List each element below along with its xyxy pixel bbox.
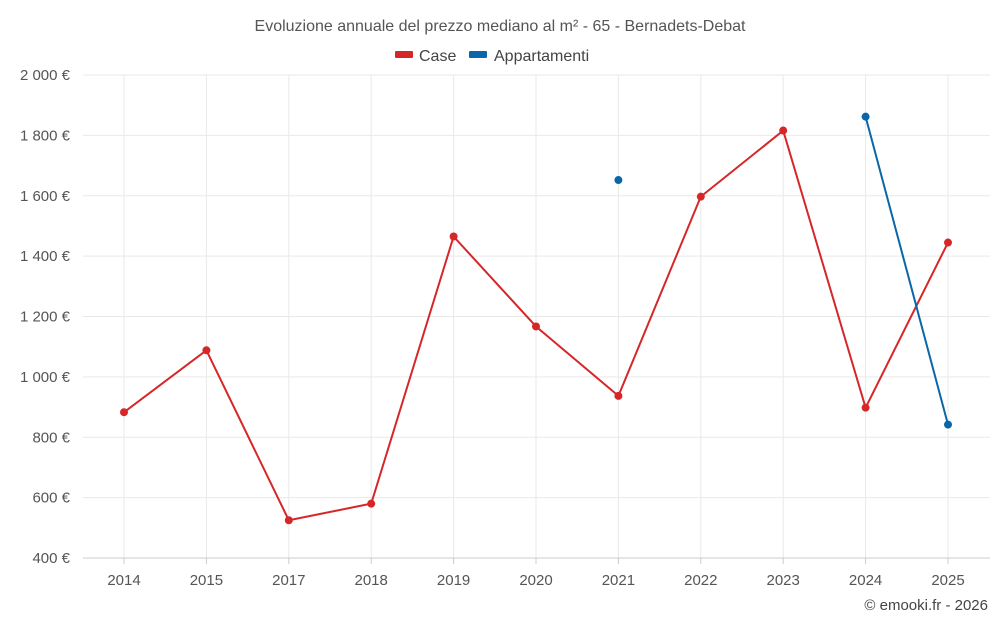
legend-item-case[interactable]: Case (395, 48, 456, 65)
y-tick-label: 600 € (32, 490, 70, 507)
x-tick-label: 2018 (355, 572, 388, 589)
data-point-case (944, 238, 952, 247)
x-tick-label: 2023 (767, 572, 800, 589)
y-tick-label: 1 400 € (20, 248, 71, 265)
grid (83, 74, 990, 559)
data-point-case (120, 408, 128, 417)
x-tick-label: 2022 (684, 572, 717, 589)
x-tick-label: 2024 (849, 572, 882, 589)
y-tick-label: 1 200 € (20, 309, 71, 326)
data-point-case (861, 403, 870, 412)
y-tick-label: 2 000 € (20, 67, 71, 84)
axes: 2 000 € 1 800 € 1 600 € 1 400 € 1 200 € 1 000… (20, 67, 990, 589)
data-point-appartamenti (944, 420, 952, 429)
data-point-case (614, 391, 623, 400)
legend: Case Appartamenti (395, 48, 589, 65)
legend-item-appartamenti[interactable]: Appartamenti (469, 48, 589, 65)
x-tick-label: 2017 (272, 572, 305, 589)
chart-title: Evoluzione annuale del prezzo mediano al… (255, 18, 747, 35)
data-point-case (532, 322, 540, 331)
credit-text: © emooki.fr - 2026 (864, 597, 988, 614)
series (120, 112, 952, 525)
series-line-appartamenti (864, 116, 949, 425)
legend-label-case: Case (419, 48, 456, 65)
x-tick-label: 2015 (190, 572, 223, 589)
y-tick-label: 800 € (32, 429, 70, 446)
y-tick-label: 400 € (32, 550, 70, 567)
data-point-appartamenti (861, 112, 870, 121)
data-point-case (284, 516, 293, 525)
x-tick-label: 2021 (602, 572, 635, 589)
data-point-case (696, 192, 705, 201)
data-point-case (202, 346, 211, 355)
data-point-case (449, 232, 458, 241)
legend-label-appartamenti: Appartamenti (494, 48, 589, 65)
data-point-appartamenti (614, 176, 623, 185)
legend-swatch-appartamenti (469, 51, 487, 58)
y-tick-label: 1 000 € (20, 369, 71, 386)
x-tick-label: 2025 (931, 572, 964, 589)
y-tick-label: 1 600 € (20, 188, 71, 205)
legend-swatch-case (395, 51, 413, 58)
y-tick-label: 1 800 € (20, 127, 71, 144)
x-tick-label: 2019 (437, 572, 470, 589)
data-point-case (779, 126, 788, 135)
x-tick-label: 2020 (519, 572, 552, 589)
data-point-case (367, 499, 376, 508)
x-tick-label: 2014 (107, 572, 140, 589)
